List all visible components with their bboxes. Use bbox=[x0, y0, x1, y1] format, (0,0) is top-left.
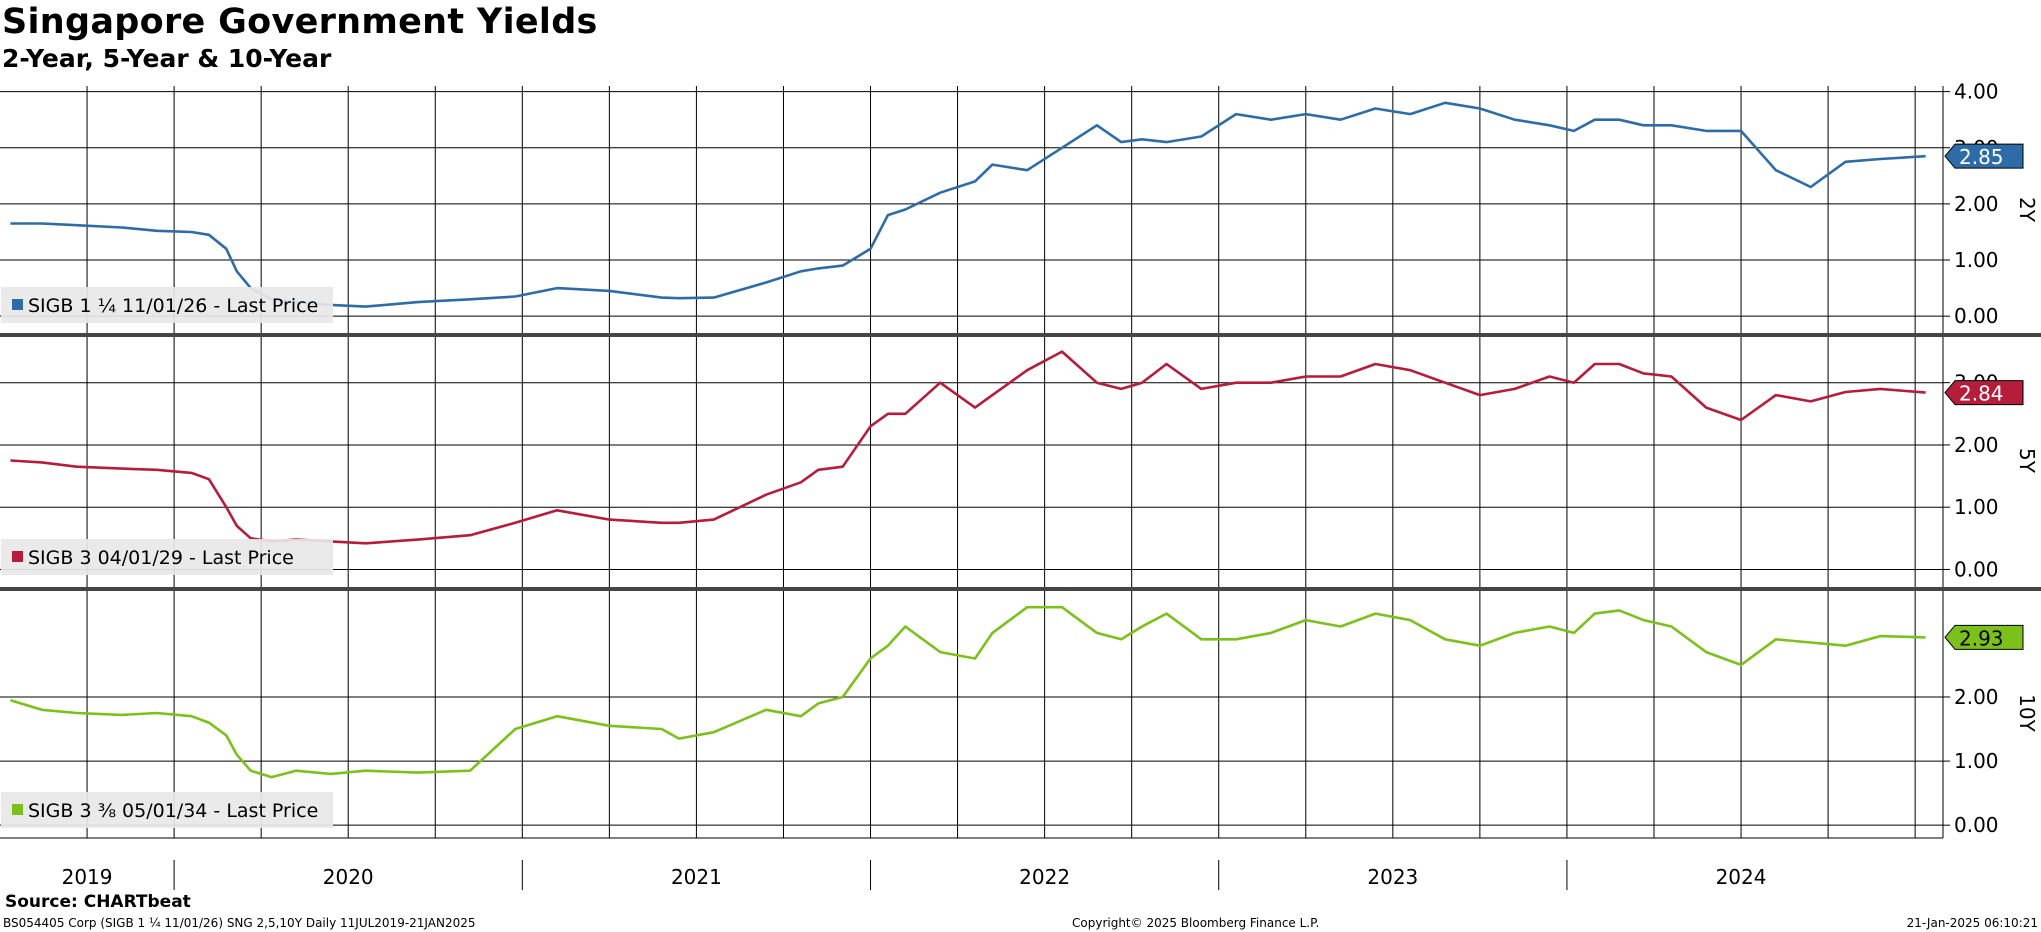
legend-label: SIGB 1 ¼ 11/01/26 - Last Price bbox=[28, 295, 318, 317]
legend-label: SIGB 3 04/01/29 - Last Price bbox=[28, 547, 294, 569]
legend-label: SIGB 3 ⅜ 05/01/34 - Last Price bbox=[28, 800, 318, 822]
x-axis: 2019 2020 2021 2022 2023 2024 bbox=[0, 333, 2041, 890]
legend-background bbox=[1, 287, 333, 323]
x-tick-label: 2024 bbox=[1716, 865, 1767, 889]
last-value-tag: 2.85 bbox=[1944, 143, 2024, 169]
axis-title-5y: 5Y bbox=[2015, 448, 2039, 474]
legend-swatch bbox=[12, 551, 23, 562]
y-tick-label: 0.00 bbox=[1954, 557, 1999, 581]
last-value-tag: 2.84 bbox=[1944, 380, 2024, 406]
grid-layer bbox=[86, 86, 1944, 838]
x-tick-label: 2020 bbox=[323, 865, 374, 889]
source-note: Source: CHARTbeat bbox=[5, 892, 191, 912]
last-value-label: 2.85 bbox=[1959, 145, 2004, 169]
legend-swatch bbox=[12, 804, 23, 815]
legend-swatch bbox=[12, 299, 23, 310]
page-title: Singapore Government Yields bbox=[2, 2, 598, 42]
legend: SIGB 3 04/01/29 - Last Price bbox=[1, 539, 333, 575]
panel-10y: 2.00 1.00 0.00 2.93 10Y SIGB 3 ⅜ 05/01/34 - L… bbox=[0, 605, 2039, 837]
last-value-badge bbox=[1944, 624, 2024, 650]
y-tick-label: 2.00 bbox=[1954, 685, 1999, 709]
footer-copyright: Copyright© 2025 Bloomberg Finance L.P. bbox=[1072, 916, 1320, 930]
last-value-badge bbox=[1944, 380, 2024, 406]
series-line-5y bbox=[10, 350, 1926, 545]
legend: SIGB 3 ⅜ 05/01/34 - Last Price bbox=[1, 792, 333, 828]
last-value-badge bbox=[1944, 143, 2024, 169]
legend: SIGB 1 ¼ 11/01/26 - Last Price bbox=[1, 287, 333, 323]
panel-separator bbox=[0, 587, 2041, 591]
footer-ticker-info: BS054405 Corp (SIGB 1 ¼ 11/01/26) SNG 2,… bbox=[3, 916, 476, 930]
last-value-tag: 2.93 bbox=[1944, 624, 2024, 650]
last-value-label: 2.84 bbox=[1959, 382, 2004, 406]
y-tick-label: 0.00 bbox=[1954, 813, 1999, 837]
series-line-10y bbox=[10, 605, 1926, 779]
y-tick-label: 2.00 bbox=[1954, 433, 1999, 457]
y-tick-label: 1.00 bbox=[1954, 749, 1999, 773]
page-subtitle: 2-Year, 5-Year & 10-Year bbox=[2, 44, 332, 73]
legend-background bbox=[1, 539, 333, 575]
y-tick-label: 0.00 bbox=[1954, 304, 1999, 328]
axis-title-2y: 2Y bbox=[2015, 197, 2039, 223]
last-value-label: 2.93 bbox=[1959, 626, 2004, 650]
legend-background bbox=[1, 792, 333, 828]
x-tick-label: 2019 bbox=[62, 865, 113, 889]
footer-timestamp: 21-Jan-2025 06:10:21 bbox=[1906, 916, 2038, 930]
x-tick-label: 2021 bbox=[671, 865, 722, 889]
x-tick-label: 2023 bbox=[1367, 865, 1418, 889]
x-tick-label: 2022 bbox=[1019, 865, 1070, 889]
panel-separator bbox=[0, 333, 2041, 337]
axis-title-10y: 10Y bbox=[2015, 694, 2039, 732]
y-tick-label: 2.00 bbox=[1954, 192, 1999, 216]
y-tick-label: 4.00 bbox=[1954, 80, 1999, 104]
series-line-2y bbox=[10, 101, 1926, 308]
y-tick-label: 1.00 bbox=[1954, 495, 1999, 519]
y-tick-label: 1.00 bbox=[1954, 248, 1999, 272]
